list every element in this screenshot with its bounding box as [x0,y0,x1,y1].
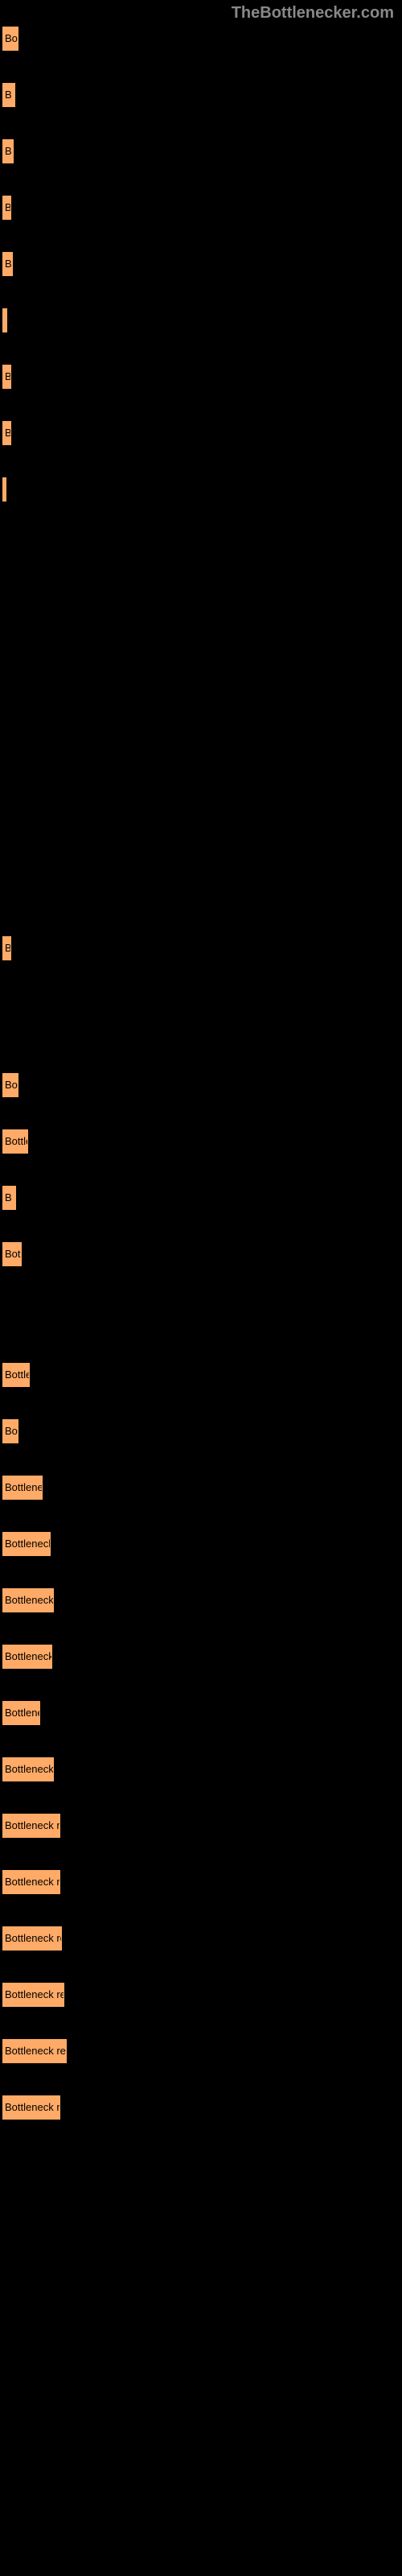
bar-label: B [3,89,12,101]
bar-label: Bottleneck re [3,1650,52,1662]
bar: Bottleneck resu [2,2095,60,2120]
bar: Bottleneck r [2,1532,51,1556]
bar-row: Bottleneck resu [2,2095,402,2120]
bar-row [2,477,402,502]
bar-label: Bottleneck result [3,1932,62,1944]
bar-row: Bottleneck resu [2,1870,402,1894]
bar-label [3,314,5,326]
bar-row: Bottleneck res [2,1757,402,1781]
bar-row: Bottleneck res [2,1588,402,1612]
bar-row: B [2,196,402,220]
bar: B [2,252,13,276]
bar-label: B [3,201,11,213]
bar: B [2,365,11,389]
bar: Bottleneck result [2,1983,64,2007]
bar-label: B [3,942,11,954]
bar-row: Bot [2,1242,402,1266]
bar-row: B [2,421,402,445]
bar: Bottleneck resu [2,1870,60,1894]
bar-label: Bottleneck res [3,1594,54,1606]
bar-row: Bottler [2,1363,402,1387]
bar-label: Bottleneck [3,1707,40,1719]
bar-label: Bottleneck [3,1481,43,1493]
bar-row: B [2,1186,402,1210]
bar-row: Bottle [2,1129,402,1154]
bar: Bottleneck [2,1476,43,1500]
bar: Bo [2,1419,18,1443]
bar: B [2,936,11,960]
bar: Bottleneck re [2,1645,52,1669]
bar: Bottleneck resul [2,1814,60,1838]
bar: Bottleneck [2,1701,40,1725]
bar-row [2,308,402,332]
bar: B [2,1186,16,1210]
bar-label: Bottleneck resu [3,1876,60,1888]
bar: Bot [2,1242,22,1266]
bar-label: Bottle [3,1135,28,1147]
bar: Bottleneck res [2,1757,54,1781]
bar-row: B [2,365,402,389]
bar: Bo [2,1073,18,1097]
bar-label: Bottleneck resul [3,1819,60,1831]
bar [2,477,6,502]
bar-row: B [2,252,402,276]
bar: B [2,83,15,107]
bar-row: Bo [2,27,402,51]
bar-label: B [3,1191,12,1203]
bar-label: Bottleneck result [3,1988,64,2000]
bar-label [3,483,5,495]
bar: B [2,139,14,163]
bar-row: Bottleneck [2,1701,402,1725]
bar-label: Bo [3,32,18,44]
bar: Bottleneck res [2,1588,54,1612]
bar-row: Bo [2,1419,402,1443]
bar-row: Bottleneck result [2,1926,402,1951]
bar: B [2,421,11,445]
bar-label: B [3,370,11,382]
bar-row: Bottleneck result [2,2039,402,2063]
bar-row: Bo [2,1073,402,1097]
bar: Bottleneck result [2,1926,62,1951]
bar-row: Bottleneck result [2,1983,402,2007]
bar-label: Bottleneck resu [3,2101,60,2113]
bar-label: B [3,145,12,157]
bar-label: Bo [3,1079,18,1091]
bar-row: Bottleneck [2,1476,402,1500]
bar-label: B [3,427,11,439]
bar-row: B [2,83,402,107]
bar-label: Bo [3,1425,18,1437]
bar-label: Bottleneck r [3,1538,51,1550]
bar: Bottle [2,1129,28,1154]
site-header: TheBottlenecker.com [0,0,402,27]
bar-label: Bottleneck res [3,1763,54,1775]
bar-label: Bottler [3,1368,30,1381]
bar-chart: Bo B B B B B B B Bo Bottle B Bot Bottler Bo Bottleneck… [0,27,402,2120]
bar: Bo [2,27,18,51]
bar [2,308,7,332]
bar: Bottleneck result [2,2039,67,2063]
bar-row: B [2,139,402,163]
bar-label: Bottleneck result [3,2045,67,2057]
bar-row: Bottleneck resul [2,1814,402,1838]
bar-label: B [3,258,12,270]
bar: B [2,196,11,220]
bar-label: Bot [3,1248,21,1260]
bar-row: Bottleneck re [2,1645,402,1669]
bar-row: Bottleneck r [2,1532,402,1556]
bar-row: B [2,936,402,960]
bar: Bottler [2,1363,30,1387]
